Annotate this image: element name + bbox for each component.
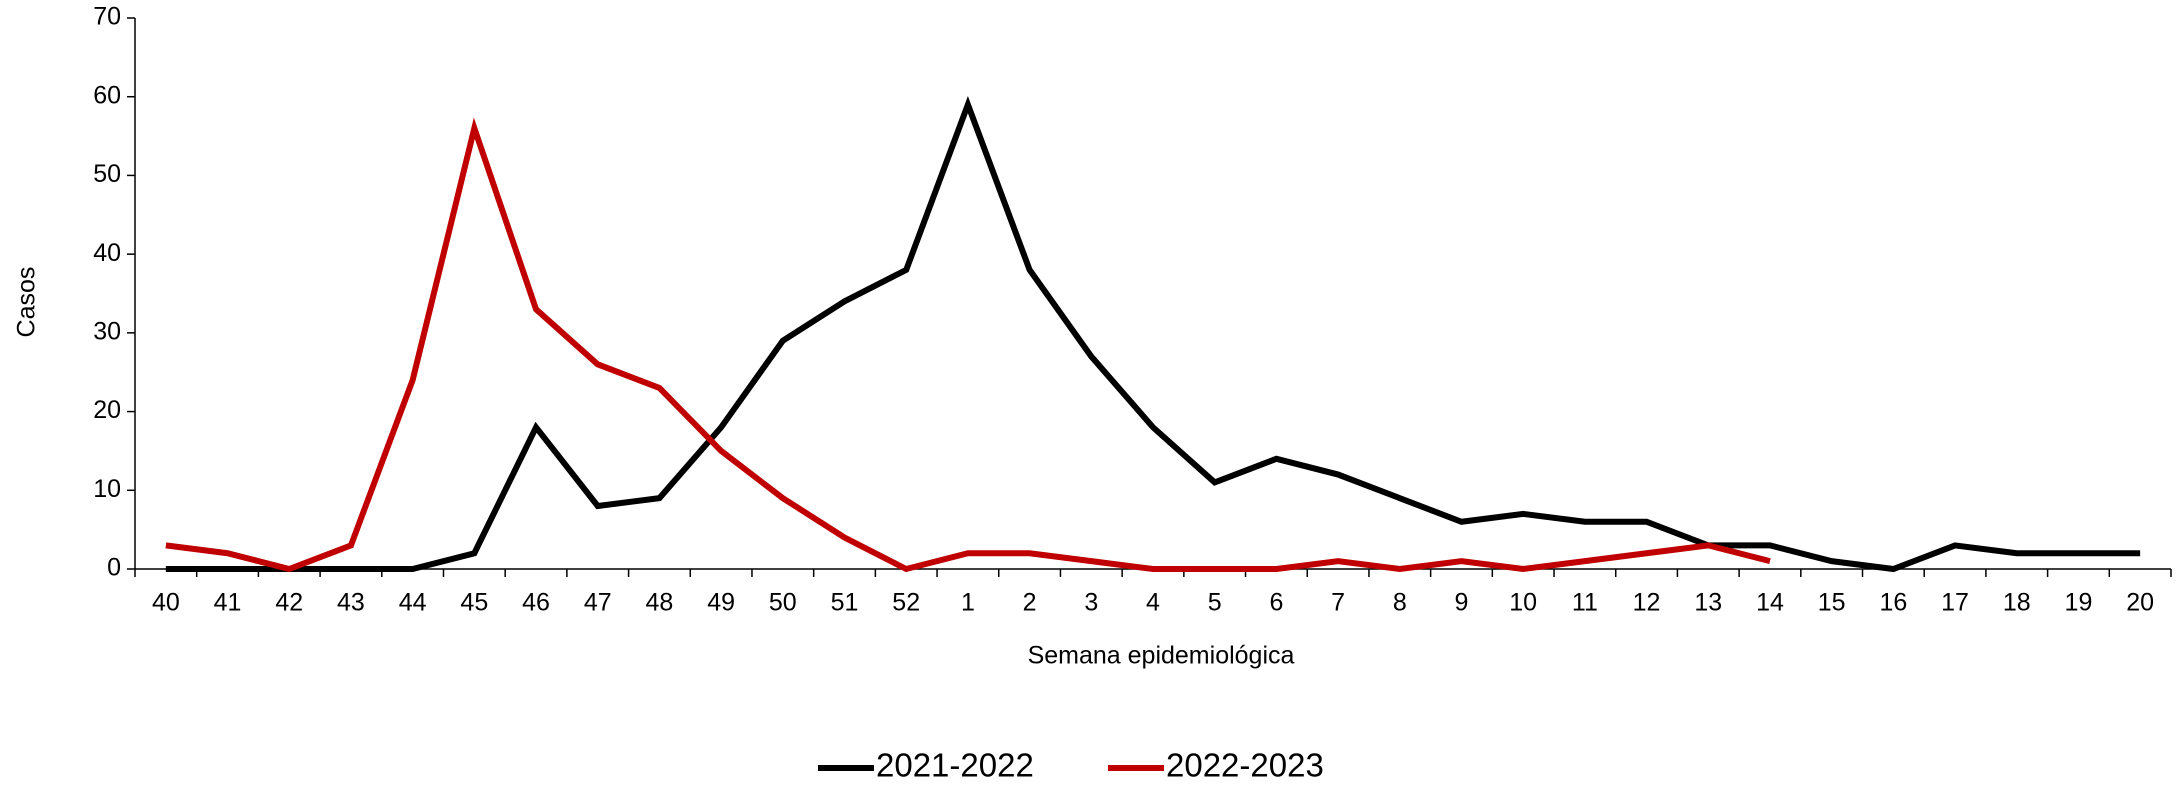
x-tick-label: 20 (2126, 589, 2154, 617)
y-tick-label: 30 (93, 317, 121, 345)
legend: 2021-2022 2022-2023 (818, 747, 1324, 784)
x-tick-label: 2 (1023, 589, 1037, 617)
x-tick-label: 3 (1084, 589, 1098, 617)
x-tick-label: 14 (1756, 589, 1784, 617)
x-tick-label: 50 (769, 589, 797, 617)
x-tick-label: 44 (399, 589, 427, 617)
y-tick-label: 0 (107, 554, 121, 582)
legend-label: 2022-2023 (1166, 747, 1324, 784)
x-tick-label: 8 (1393, 589, 1407, 617)
x-tick-label: 40 (152, 589, 180, 617)
x-tick-label: 45 (460, 589, 488, 617)
x-tick-label: 49 (707, 589, 735, 617)
x-tick-label: 7 (1331, 589, 1345, 617)
y-tick-label: 10 (93, 475, 121, 503)
x-tick-label: 52 (892, 589, 920, 617)
x-tick-label: 12 (1633, 589, 1661, 617)
y-tick-label: 50 (93, 160, 121, 188)
y-tick-label: 20 (93, 396, 121, 424)
x-tick-label: 13 (1694, 589, 1722, 617)
x-tick-label: 46 (522, 589, 550, 617)
x-tick-label: 1 (961, 589, 975, 617)
x-tick-label: 18 (2003, 589, 2031, 617)
y-axis-label: Casos (13, 267, 41, 338)
y-tick-label: 40 (93, 239, 121, 267)
x-tick-label: 10 (1509, 589, 1537, 617)
x-tick-label: 19 (2065, 589, 2093, 617)
x-tick-label: 16 (1879, 589, 1907, 617)
x-tick-label: 42 (275, 589, 303, 617)
x-tick-label: 5 (1208, 589, 1222, 617)
x-tick-label: 9 (1455, 589, 1469, 617)
x-tick-label: 47 (584, 589, 612, 617)
x-tick-label: 51 (831, 589, 859, 617)
x-tick-label: 15 (1818, 589, 1846, 617)
x-tick-label: 43 (337, 589, 365, 617)
series-line (165, 96, 2141, 573)
x-tick-label: 48 (646, 589, 674, 617)
y-tick-label: 60 (93, 81, 121, 109)
x-tick-label: 11 (1572, 589, 1598, 617)
x-tick-label: 17 (1941, 589, 1969, 617)
x-tick-label: 4 (1146, 589, 1160, 617)
x-tick-label: 6 (1269, 589, 1283, 617)
x-tick-label: 41 (214, 589, 242, 617)
legend-label: 2021-2022 (876, 747, 1034, 784)
series-line (165, 117, 1771, 573)
x-axis-label: Semana epidemiológica (1028, 642, 1295, 670)
y-tick-label: 70 (93, 3, 121, 31)
